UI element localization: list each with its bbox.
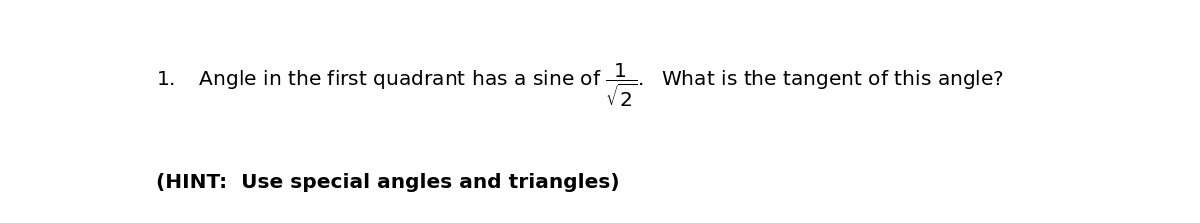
Text: $\mathsf{1.\ \ \ Angle\ in\ the\ first\ quadrant\ has\ a\ sine\ of}$$\ \dfrac{1}: $\mathsf{1.\ \ \ Angle\ in\ the\ first\ …	[156, 61, 1004, 109]
Text: (HINT:  Use special angles and triangles): (HINT: Use special angles and triangles)	[156, 173, 619, 192]
